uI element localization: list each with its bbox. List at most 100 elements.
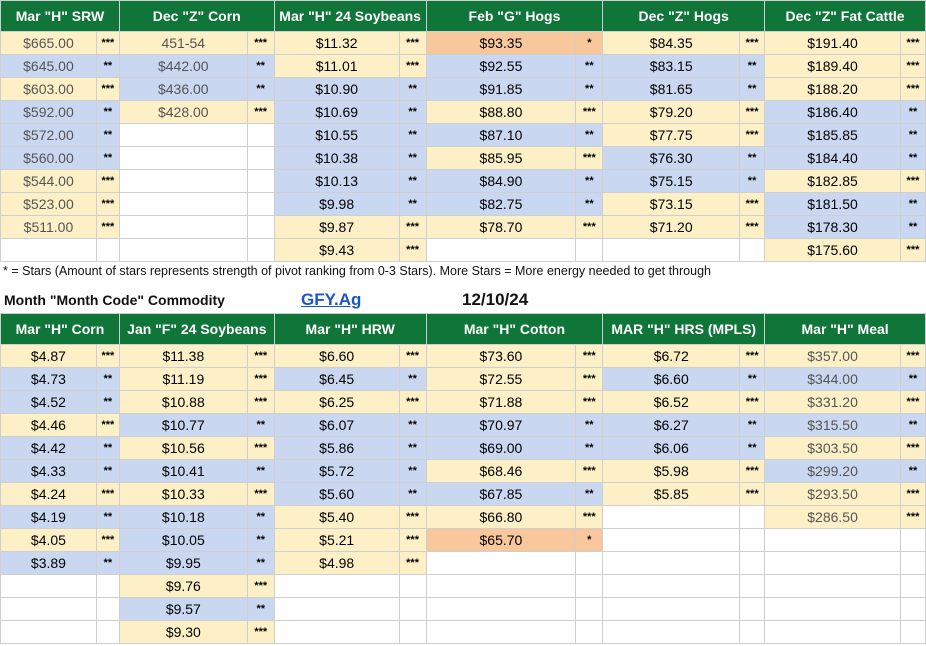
- empty-cell: [0, 238, 97, 262]
- price-cell: $81.65: [602, 77, 741, 101]
- stars-cell: ***: [899, 344, 926, 368]
- price-cell: $85.95: [425, 146, 577, 170]
- price-cell: $293.50: [764, 482, 901, 506]
- stars-cell: **: [739, 77, 766, 101]
- empty-cell: [398, 620, 427, 644]
- empty-cell: [95, 620, 120, 644]
- price-cell: $572.00: [0, 123, 97, 147]
- stars-cell: *: [575, 528, 604, 552]
- price-cell: $70.97: [425, 413, 577, 437]
- table-row: $4.19 ** $10.18 ** $5.40 *** $66.80 *** $286.50 *…: [0, 505, 926, 529]
- price-cell: $9.95: [118, 551, 248, 575]
- bottom-pivot-table: Mar "H" Corn Jan "F" 24 Soybeans Mar "H" H…: [0, 313, 926, 644]
- stars-cell: **: [398, 123, 427, 147]
- table-row: $9.43 *** $175.60 ***: [0, 238, 926, 262]
- stars-cell: ***: [739, 100, 766, 124]
- stars-cell: ***: [95, 215, 120, 239]
- stars-cell: ***: [899, 482, 926, 506]
- stars-cell: **: [95, 459, 120, 483]
- price-cell: $88.80: [425, 100, 577, 124]
- price-cell: $442.00: [118, 54, 248, 78]
- stars-cell: **: [739, 436, 766, 460]
- price-cell: $4.46: [0, 413, 97, 437]
- stars-cell: ***: [95, 482, 120, 506]
- stars-cell: ***: [95, 77, 120, 101]
- stars-cell: **: [575, 482, 604, 506]
- empty-cell: [899, 597, 926, 621]
- empty-cell: [246, 169, 275, 193]
- table-row: $592.00 ** $428.00 *** $10.69 ** $88.80 *** $79.…: [0, 100, 926, 124]
- empty-cell: [739, 505, 766, 529]
- empty-cell: [764, 528, 901, 552]
- table-row: $572.00 ** $10.55 ** $87.10 ** $77.75 *** $185.8…: [0, 123, 926, 147]
- empty-cell: [739, 597, 766, 621]
- stars-cell: ***: [739, 123, 766, 147]
- column-header-mar-h-srw: Mar "H" SRW: [0, 0, 120, 32]
- price-cell: $4.24: [0, 482, 97, 506]
- stars-cell: **: [398, 146, 427, 170]
- table-row: $4.52 ** $10.88 *** $6.25 *** $71.88 *** $6.52 **…: [0, 390, 926, 414]
- empty-cell: [739, 620, 766, 644]
- stars-cell: ***: [95, 413, 120, 437]
- price-cell: $185.85: [764, 123, 901, 147]
- empty-cell: [118, 215, 248, 239]
- price-cell: $92.55: [425, 54, 577, 78]
- stars-cell: **: [95, 390, 120, 414]
- price-cell: $191.40: [764, 31, 901, 55]
- stars-cell: ***: [398, 238, 427, 262]
- price-cell: $72.55: [425, 367, 577, 391]
- stars-cell: **: [95, 551, 120, 575]
- price-cell: $5.40: [273, 505, 400, 529]
- stars-cell: ***: [398, 344, 427, 368]
- stars-cell: ***: [398, 551, 427, 575]
- stars-cell: ***: [899, 169, 926, 193]
- price-cell: $5.60: [273, 482, 400, 506]
- empty-cell: [425, 620, 577, 644]
- price-cell: $6.25: [273, 390, 400, 414]
- stars-cell: ***: [899, 31, 926, 55]
- empty-cell: [425, 597, 577, 621]
- price-cell: $5.98: [602, 459, 741, 483]
- empty-cell: [273, 597, 400, 621]
- stars-cell: ***: [739, 192, 766, 216]
- price-cell: $69.00: [425, 436, 577, 460]
- price-cell: $4.33: [0, 459, 97, 483]
- empty-cell: [425, 551, 577, 575]
- empty-cell: [739, 238, 766, 262]
- empty-cell: [764, 551, 901, 575]
- table-row: $4.73 ** $11.19 *** $6.45 ** $72.55 *** $6.60 ** $…: [0, 367, 926, 391]
- price-cell: $3.89: [0, 551, 97, 575]
- empty-cell: [118, 169, 248, 193]
- empty-cell: [118, 123, 248, 147]
- price-cell: $6.07: [273, 413, 400, 437]
- price-cell: $511.00: [0, 215, 97, 239]
- price-cell: $6.52: [602, 390, 741, 414]
- stars-cell: **: [575, 123, 604, 147]
- empty-cell: [575, 551, 604, 575]
- stars-cell: **: [575, 77, 604, 101]
- table-row: $4.24 *** $10.33 *** $5.60 ** $67.85 ** $5.85 ***…: [0, 482, 926, 506]
- stars-cell: ***: [899, 390, 926, 414]
- price-cell: $175.60: [764, 238, 901, 262]
- stars-cell: ***: [899, 238, 926, 262]
- stars-cell: ***: [95, 528, 120, 552]
- gfy-link[interactable]: GFY.Ag: [301, 290, 362, 309]
- table-row: $603.00 *** $436.00 ** $10.90 ** $91.85 ** $81.6…: [0, 77, 926, 101]
- column-format-label: Month "Month Code" Commodity: [4, 292, 225, 308]
- table-row: $3.89 ** $9.95 ** $4.98 ***: [0, 551, 926, 575]
- price-cell: $11.19: [118, 367, 248, 391]
- empty-cell: [899, 528, 926, 552]
- empty-cell: [273, 620, 400, 644]
- empty-cell: [899, 551, 926, 575]
- price-cell: $428.00: [118, 100, 248, 124]
- stars-cell: **: [246, 54, 275, 78]
- stars-cell: **: [95, 505, 120, 529]
- column-header-mar-h-hrs-mpls: MAR "H" HRS (MPLS): [602, 313, 766, 345]
- column-header-feb-g-hogs: Feb "G" Hogs: [425, 0, 604, 32]
- stars-cell: ***: [575, 367, 604, 391]
- price-cell: $286.50: [764, 505, 901, 529]
- column-header-dec-z-corn: Dec "Z" Corn: [118, 0, 275, 32]
- price-cell: $6.45: [273, 367, 400, 391]
- stars-cell: ***: [575, 459, 604, 483]
- empty-cell: [273, 574, 400, 598]
